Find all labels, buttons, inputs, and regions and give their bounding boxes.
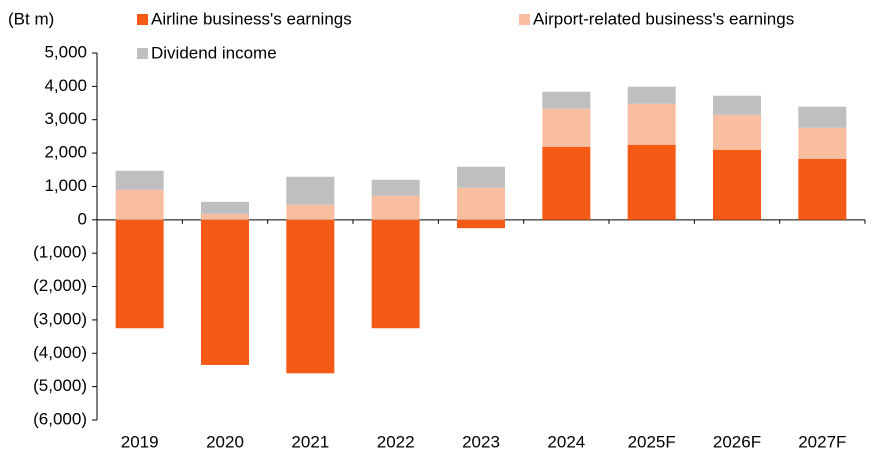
bar-segment: [542, 108, 591, 147]
y-tick-label: (1,000): [33, 243, 87, 262]
y-tick-label: (2,000): [33, 276, 87, 295]
bar-segment: [627, 144, 676, 220]
bar-segment: [713, 114, 761, 150]
bar-segment: [115, 219, 164, 329]
bar-segment: [627, 103, 676, 145]
y-tick-label: (3,000): [33, 309, 87, 328]
legend-label: Airline business's earnings: [151, 9, 352, 28]
bar-segment: [371, 179, 420, 196]
bar-segment: [542, 146, 591, 220]
y-tick-label: 5,000: [44, 42, 87, 61]
x-tick-label: 2019: [121, 432, 159, 451]
bar-segment: [371, 219, 420, 329]
x-tick-label: 2023: [462, 432, 500, 451]
y-tick-label: 3,000: [44, 109, 87, 128]
bar-segment: [286, 176, 335, 205]
bar-segment: [201, 201, 249, 214]
y-tick-label: (6,000): [33, 409, 87, 428]
bar-segment: [201, 219, 249, 365]
bar-segment: [798, 158, 847, 220]
bar-segment: [201, 213, 249, 220]
bar-segment: [371, 195, 420, 220]
y-tick-label: 1,000: [44, 176, 87, 195]
y-tick-label: 4,000: [44, 76, 87, 95]
y-tick-label: (4,000): [33, 343, 87, 362]
bar-segment: [798, 127, 847, 159]
bar-segment: [115, 170, 164, 190]
legend-swatch: [137, 48, 148, 59]
bar-segment: [457, 219, 505, 229]
y-tick-label: (5,000): [33, 376, 87, 395]
bar-segment: [286, 219, 335, 374]
bar-segment: [713, 95, 761, 115]
x-tick-label: 2021: [291, 432, 329, 451]
legend-swatch: [137, 14, 148, 25]
bar-segment: [286, 204, 335, 220]
bar-segment: [542, 91, 591, 109]
y-tick-label: 2,000: [44, 143, 87, 162]
bar-segment: [627, 86, 676, 104]
x-tick-label: 2026F: [713, 432, 761, 451]
x-tick-label: 2027F: [798, 432, 846, 451]
x-tick-label: 2022: [377, 432, 415, 451]
bar-segment: [457, 166, 505, 188]
x-tick-label: 2020: [206, 432, 244, 451]
x-tick-label: 2024: [547, 432, 585, 451]
legend-label: Airport-related business's earnings: [533, 9, 794, 28]
y-axis-label: (Bt m): [8, 9, 54, 28]
y-tick-label: 0: [78, 209, 87, 228]
bar-segment: [115, 189, 164, 220]
bar-segment: [713, 149, 761, 220]
bar-segment: [457, 187, 505, 220]
bar-segment: [798, 106, 847, 128]
x-tick-label: 2025F: [628, 432, 676, 451]
legend-swatch: [519, 14, 530, 25]
legend-label: Dividend income: [151, 43, 277, 62]
